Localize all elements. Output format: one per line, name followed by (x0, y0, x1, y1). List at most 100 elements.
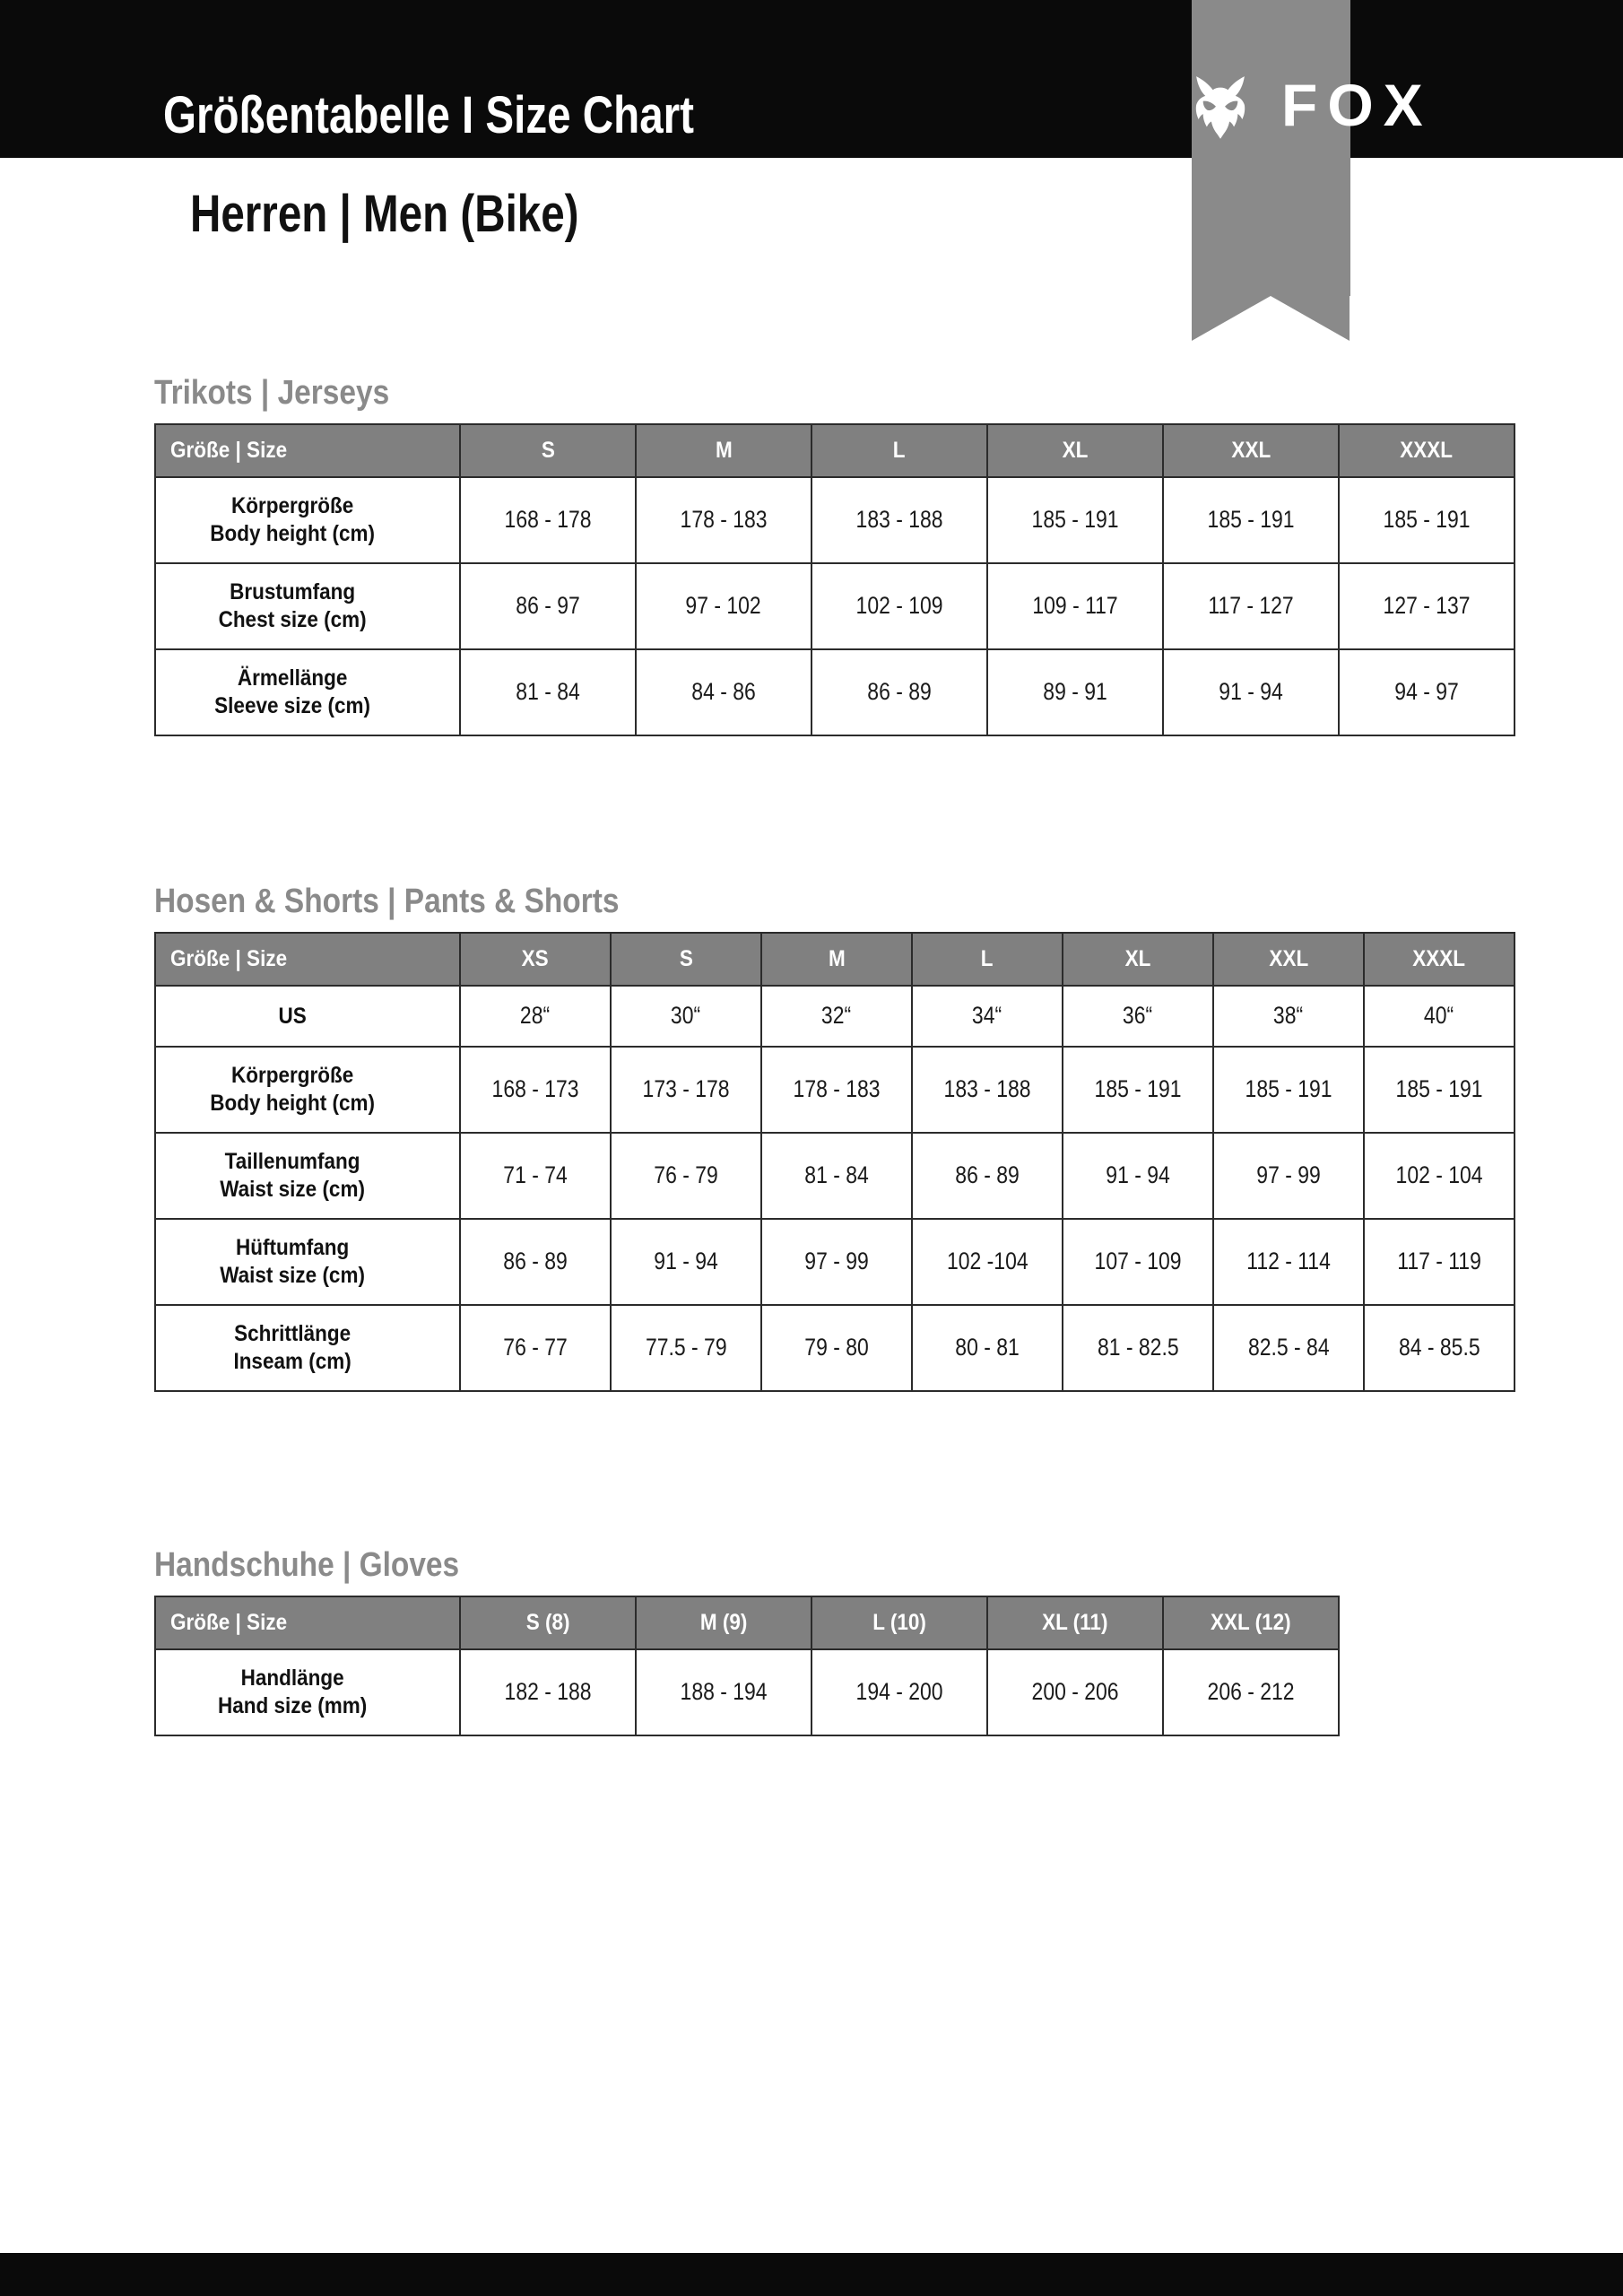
column-header-size: Größe | Size (154, 931, 461, 987)
column-header-s: S (459, 422, 637, 478)
table-row: Hüftumfang Waist size (cm) 86 - 89 91 - … (154, 1217, 1515, 1306)
cell-value: 94 - 97 (1338, 648, 1515, 736)
table-row: Taillenumfang Waist size (cm) 71 - 74 76… (154, 1131, 1515, 1220)
table-row: Körpergröße Body height (cm) 168 - 178 1… (154, 475, 1515, 564)
column-header-m: M (635, 422, 812, 478)
cell-value: 182 - 188 (459, 1648, 637, 1736)
column-header-xl11: XL (11) (986, 1595, 1164, 1650)
column-header-m9: M (9) (635, 1595, 812, 1650)
table-row: Handlänge Hand size (mm) 182 - 188 188 -… (154, 1648, 1340, 1736)
table-header-row: Größe | Size XS S M L XL XXL XXXL (154, 931, 1515, 987)
cell-value: 40“ (1363, 984, 1515, 1048)
section-heading-jerseys: Trikots | Jerseys (154, 374, 390, 412)
cell-value: 127 - 137 (1338, 561, 1515, 650)
row-label-waist-size: Taillenumfang Waist size (cm) (154, 1131, 461, 1220)
cell-value: 200 - 206 (986, 1648, 1164, 1736)
cell-value: 117 - 127 (1162, 561, 1340, 650)
cell-value: 112 - 114 (1212, 1217, 1365, 1306)
cell-value: 102 - 104 (1363, 1131, 1515, 1220)
table-row: Brustumfang Chest size (cm) 86 - 97 97 -… (154, 561, 1515, 650)
footer-black-band (0, 2253, 1623, 2296)
column-header-xxl12: XXL (12) (1162, 1595, 1340, 1650)
row-label-us: US (154, 984, 461, 1048)
cell-value: 84 - 85.5 (1363, 1303, 1515, 1392)
cell-value: 28“ (459, 984, 612, 1048)
cell-value: 178 - 183 (635, 475, 812, 564)
cell-value: 183 - 188 (811, 475, 988, 564)
cell-value: 97 - 99 (1212, 1131, 1365, 1220)
brand-wordmark: FOX (1281, 72, 1433, 138)
cell-value: 109 - 117 (986, 561, 1164, 650)
brand-logo: FOX (1183, 67, 1515, 143)
section-gloves: Handschuhe | Gloves Größe | Size S (8) M… (154, 1546, 1340, 1736)
row-label-sleeve-size: Ärmellänge Sleeve size (cm) (154, 648, 461, 736)
cell-value: 185 - 191 (1338, 475, 1515, 564)
cell-value: 32“ (760, 984, 913, 1048)
cell-value: 81 - 84 (459, 648, 637, 736)
section-heading-pants-shorts: Hosen & Shorts | Pants & Shorts (154, 883, 620, 920)
section-heading-gloves: Handschuhe | Gloves (154, 1546, 460, 1584)
cell-value: 71 - 74 (459, 1131, 612, 1220)
cell-value: 81 - 84 (760, 1131, 913, 1220)
table-row: Körpergröße Body height (cm) 168 - 173 1… (154, 1045, 1515, 1134)
cell-value: 185 - 191 (1062, 1045, 1214, 1134)
fox-head-icon (1195, 76, 1245, 139)
cell-value: 168 - 178 (459, 475, 637, 564)
cell-value: 185 - 191 (1162, 475, 1340, 564)
column-header-xl: XL (1062, 931, 1214, 987)
row-label-body-height: Körpergröße Body height (cm) (154, 475, 461, 564)
row-label-inseam: Schrittlänge Inseam (cm) (154, 1303, 461, 1392)
cell-value: 183 - 188 (911, 1045, 1063, 1134)
cell-value: 194 - 200 (811, 1648, 988, 1736)
cell-value: 80 - 81 (911, 1303, 1063, 1392)
row-label-chest-size: Brustumfang Chest size (cm) (154, 561, 461, 650)
section-jerseys: Trikots | Jerseys Größe | Size S M L XL … (154, 374, 1515, 736)
column-header-l: L (911, 931, 1063, 987)
cell-value: 81 - 82.5 (1062, 1303, 1214, 1392)
section-pants-shorts: Hosen & Shorts | Pants & Shorts Größe | … (154, 883, 1515, 1392)
brand-banner: FOX (1192, 0, 1423, 341)
cell-value: 89 - 91 (986, 648, 1164, 736)
column-header-xs: XS (459, 931, 612, 987)
cell-value: 77.5 - 79 (610, 1303, 762, 1392)
cell-value: 178 - 183 (760, 1045, 913, 1134)
cell-value: 185 - 191 (1212, 1045, 1365, 1134)
cell-value: 102 -104 (911, 1217, 1063, 1306)
cell-value: 91 - 94 (1062, 1131, 1214, 1220)
page-title: Größentabelle I Size Chart (163, 86, 695, 144)
cell-value: 97 - 99 (760, 1217, 913, 1306)
table-row: Ärmellänge Sleeve size (cm) 81 - 84 84 -… (154, 648, 1515, 736)
cell-value: 206 - 212 (1162, 1648, 1340, 1736)
cell-value: 34“ (911, 984, 1063, 1048)
column-header-m: M (760, 931, 913, 987)
row-label-hip-size: Hüftumfang Waist size (cm) (154, 1217, 461, 1306)
cell-value: 168 - 173 (459, 1045, 612, 1134)
column-header-xxl: XXL (1212, 931, 1365, 987)
row-label-hand-size: Handlänge Hand size (mm) (154, 1648, 461, 1736)
table-row: Schrittlänge Inseam (cm) 76 - 77 77.5 - … (154, 1303, 1515, 1392)
column-header-s8: S (8) (459, 1595, 637, 1650)
table-header-row: Größe | Size S M L XL XXL XXXL (154, 422, 1515, 478)
column-header-l10: L (10) (811, 1595, 988, 1650)
cell-value: 76 - 77 (459, 1303, 612, 1392)
column-header-xxxl: XXXL (1363, 931, 1515, 987)
cell-value: 36“ (1062, 984, 1214, 1048)
cell-value: 185 - 191 (1363, 1045, 1515, 1134)
cell-value: 38“ (1212, 984, 1365, 1048)
cell-value: 76 - 79 (610, 1131, 762, 1220)
cell-value: 97 - 102 (635, 561, 812, 650)
cell-value: 117 - 119 (1363, 1217, 1515, 1306)
column-header-xxxl: XXXL (1338, 422, 1515, 478)
column-header-size: Größe | Size (154, 422, 461, 478)
cell-value: 30“ (610, 984, 762, 1048)
page-subtitle: Herren | Men (Bike) (190, 185, 579, 243)
table-pants-shorts: Größe | Size XS S M L XL XXL XXXL US 28“… (154, 931, 1515, 1392)
table-row: US 28“ 30“ 32“ 34“ 36“ 38“ 40“ (154, 984, 1515, 1048)
table-jerseys: Größe | Size S M L XL XXL XXXL Körpergrö… (154, 422, 1515, 736)
cell-value: 86 - 97 (459, 561, 637, 650)
cell-value: 86 - 89 (459, 1217, 612, 1306)
cell-value: 188 - 194 (635, 1648, 812, 1736)
table-header-row: Größe | Size S (8) M (9) L (10) XL (11) … (154, 1595, 1340, 1650)
row-label-body-height: Körpergröße Body height (cm) (154, 1045, 461, 1134)
cell-value: 86 - 89 (811, 648, 988, 736)
